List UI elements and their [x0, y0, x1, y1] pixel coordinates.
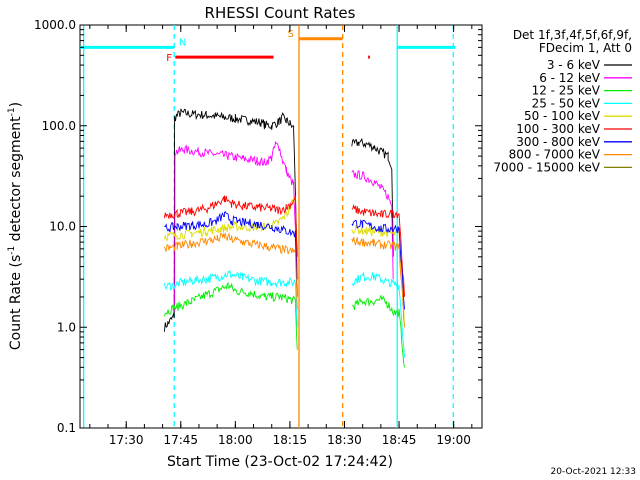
y-tick-label-1: 1.0 [57, 320, 76, 334]
legend-label-0: 3 - 6 keV [547, 58, 601, 72]
x-axis-label: Start Time (23-Oct-02 17:24:42) [167, 454, 393, 470]
y-tick-label-0: 0.1 [57, 421, 76, 435]
legend-label-3: 25 - 50 keV [532, 96, 601, 110]
series-line-7-1 [351, 237, 405, 328]
legend-label-2: 12 - 25 keV [532, 84, 601, 98]
footer-timestamp: 20-Oct-2021 12:33 [551, 467, 636, 477]
legend-label-6: 300 - 800 keV [516, 135, 600, 149]
night-bar-label: N [179, 37, 186, 48]
series-line-1-1 [351, 170, 394, 280]
y-axis-label: Count Rate (s-1 detector segment-1) [7, 102, 24, 350]
series-line-2-1 [351, 295, 405, 368]
series-line-3-0 [163, 269, 298, 328]
x-tick-label-6: 19:00 [436, 433, 471, 447]
series-line-4-1 [351, 224, 405, 328]
series-line-5-0 [163, 195, 298, 280]
legend-label-4: 50 - 100 keV [524, 109, 601, 123]
saa-bar-label: S [287, 29, 293, 40]
y-tick-label-2: 10.0 [49, 220, 76, 234]
overlay-layer: NF S [80, 25, 456, 428]
flare-bar-label: F [166, 53, 172, 64]
x-tick-label-4: 18:30 [327, 433, 362, 447]
series-line-6-0 [164, 210, 298, 297]
y-tick-label-3: 100.0 [42, 119, 76, 133]
series-layer [163, 108, 405, 368]
axis-layer: 0.1 1.0 10.0 100.0 1000.0 17:30 17:45 18:00 18:1… [34, 18, 482, 447]
legend-header-line-2: FDecim 1, Att 0 [539, 41, 632, 55]
series-line-2-0 [163, 281, 298, 350]
series-line-7-0 [163, 232, 298, 310]
legend-label-1: 6 - 12 keV [539, 71, 601, 85]
x-tick-label-2: 18:00 [218, 433, 253, 447]
series-line-4-0 [163, 195, 298, 280]
x-tick-label-1: 17:45 [163, 433, 198, 447]
series-line-0-0 [163, 108, 298, 332]
x-tick-label-3: 18:15 [273, 433, 308, 447]
series-line-6-1 [351, 219, 405, 310]
x-tick-label-0: 17:30 [109, 433, 144, 447]
legend-label-8: 7000 - 15000 keV [493, 160, 600, 174]
legend-header-line-1: Det 1f,3f,4f,5f,6f,9f, [513, 28, 632, 42]
series-line-1-0 [174, 140, 298, 312]
series-line-5-1 [351, 203, 405, 297]
x-tick-label-5: 18:45 [382, 433, 417, 447]
series-line-0-1 [351, 137, 394, 257]
legend: Det 1f,3f,4f,5f,6f,9f, FDecim 1, Att 0 3… [493, 28, 632, 174]
legend-label-5: 100 - 300 keV [516, 122, 600, 136]
chart-title: RHESSI Count Rates [205, 4, 356, 22]
series-line-3-1 [351, 272, 405, 358]
legend-label-7: 800 - 7000 keV [509, 148, 601, 162]
plot-frame [79, 24, 483, 429]
y-tick-label-4: 1000.0 [34, 18, 76, 32]
